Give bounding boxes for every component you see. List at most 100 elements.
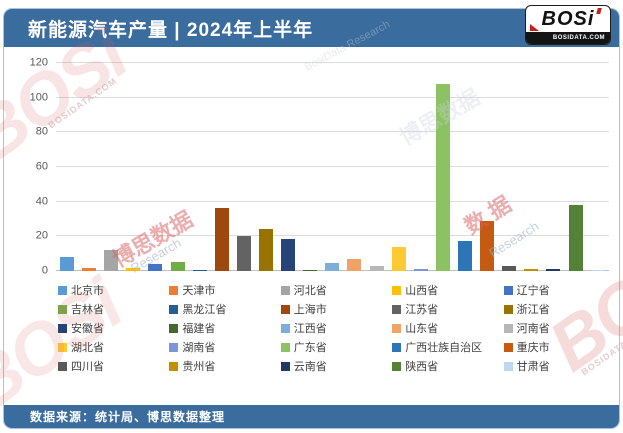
bar-云南省 [546,269,561,271]
legend-label: 陕西省 [405,361,439,373]
bar-河南省 [369,266,384,271]
legend-item-河北省: 河北省 [280,283,388,297]
bar-series [56,63,609,271]
legend-item-北京市: 北京市 [58,283,165,297]
legend-swatch-icon [280,323,290,333]
legend-label: 贵州省 [182,361,216,373]
legend-swatch-icon [392,361,402,371]
legend-label: 湖北省 [71,342,104,354]
legend-swatch-icon [503,342,513,352]
legend-swatch-icon [392,342,402,352]
legend-item-吉林省: 吉林省 [58,302,165,316]
bar-广西壮族自治区 [458,241,473,271]
legend-item-浙江省: 浙江省 [503,302,611,316]
legend-label: 甘肃省 [516,361,550,373]
bar-甘肃省 [590,270,605,271]
legend-item-甘肃省: 甘肃省 [503,359,611,373]
legend-item-四川省: 四川省 [58,359,165,373]
gridline-y60 [56,166,609,167]
legend-item-山东省: 山东省 [392,321,499,335]
legend-label: 广东省 [293,342,327,354]
legend-item-湖南省: 湖南省 [169,340,276,354]
legend-swatch-icon [169,285,179,295]
legend-label: 湖南省 [182,342,216,354]
legend-swatch-icon [503,285,513,295]
legend-item-山西省: 山西省 [392,283,499,297]
legend-swatch-icon [280,304,290,314]
legend-item-辽宁省: 辽宁省 [503,283,611,297]
legend-label: 河北省 [293,285,327,297]
bar-广东省 [435,84,450,271]
bar-江苏省 [236,236,251,271]
bar-天津市 [82,268,97,271]
legend-swatch-icon [503,361,513,371]
legend-swatch-icon [503,304,513,314]
footer-banner: 数据来源：统计局、博思数据整理 [4,405,619,428]
legend-swatch-icon [58,342,67,352]
gridline-y120 [56,62,609,63]
legend-swatch-icon [280,361,290,371]
bosi-brand-text: BOSi [541,8,595,30]
bar-福建省 [303,270,318,271]
legend-swatch-icon [392,323,402,333]
legend-item-天津市: 天津市 [169,283,276,297]
bosi-logo: BOSi BOSIDATA.COM [525,5,611,45]
legend-item-河南省: 河南省 [503,321,611,335]
gridline-y80 [56,131,609,133]
bar-河北省 [104,250,119,271]
legend-label: 重庆市 [516,342,550,354]
bar-江西省 [325,263,340,271]
legend-swatch-icon [503,323,513,333]
bar-四川省 [502,266,517,271]
bar-辽宁省 [148,264,163,271]
gridline-y20 [56,235,609,237]
bosi-logo-wordmark: BOSi [526,6,610,32]
y-tick-label-60: 60 [35,160,48,173]
legend-label: 浙江省 [516,304,550,316]
legend-swatch-icon [392,285,402,295]
bar-北京市 [60,257,75,271]
bar-重庆市 [480,221,495,271]
legend-label: 江苏省 [405,304,439,316]
legend-item-贵州省: 贵州省 [169,359,276,373]
legend-swatch-icon [58,285,67,295]
legend-item-江苏省: 江苏省 [392,302,499,316]
legend-label: 北京市 [71,285,104,297]
bar-陕西省 [568,205,583,271]
legend-label: 黑龙江省 [182,304,227,316]
y-axis: 0 20 40 60 80 100 120 [4,57,48,276]
y-tick-label-20: 20 [35,229,48,242]
legend-label: 吉林省 [71,304,104,316]
gridline-y40 [56,200,609,202]
legend-swatch-icon [169,361,179,371]
legend-label: 四川省 [71,361,104,373]
legend-label: 江西省 [293,323,327,335]
legend-swatch-icon [280,342,290,352]
legend-item-重庆市: 重庆市 [503,340,611,354]
chart-legend: 北京市 天津市 河北省 山西省 辽宁省吉林省 黑龙江省 上海市 江苏省 浙江省安徽省 福建省 江西省… [58,283,611,373]
data-source-text: 数据来源：统计局、博思数据整理 [30,410,226,424]
legend-item-黑龙江省: 黑龙江省 [169,302,276,316]
logo-red-triangle-icon [530,24,539,31]
legend-label: 上海市 [293,304,327,316]
legend-item-安徽省: 安徽省 [58,321,165,335]
legend-label: 福建省 [182,323,216,335]
plot-area [56,62,609,271]
legend-swatch-icon [169,304,179,314]
legend-item-广西壮族自治区: 广西壮族自治区 [392,340,499,354]
y-tick-label-40: 40 [35,195,48,208]
legend-label: 山东省 [405,323,439,335]
legend-label: 安徽省 [71,323,104,335]
bar-浙江省 [259,229,274,271]
y-tick-label-120: 120 [29,56,48,69]
bar-贵州省 [524,269,539,271]
bosi-domain-text: BOSIDATA.COM [526,32,610,44]
y-tick-label-100: 100 [29,91,48,104]
legend-label: 广西壮族自治区 [405,342,483,354]
chart-section: 0 20 40 60 80 100 120 北京市 天津市 河北省 山西省 辽宁省 吉林省 黑龙江省 上海… [4,47,619,407]
legend-swatch-icon [169,342,179,352]
gridline-y100 [56,96,609,98]
page-title: 新能源汽车产量 | 2024年上半年 [28,19,314,41]
legend-item-云南省: 云南省 [280,359,388,373]
legend-label: 辽宁省 [516,285,550,297]
